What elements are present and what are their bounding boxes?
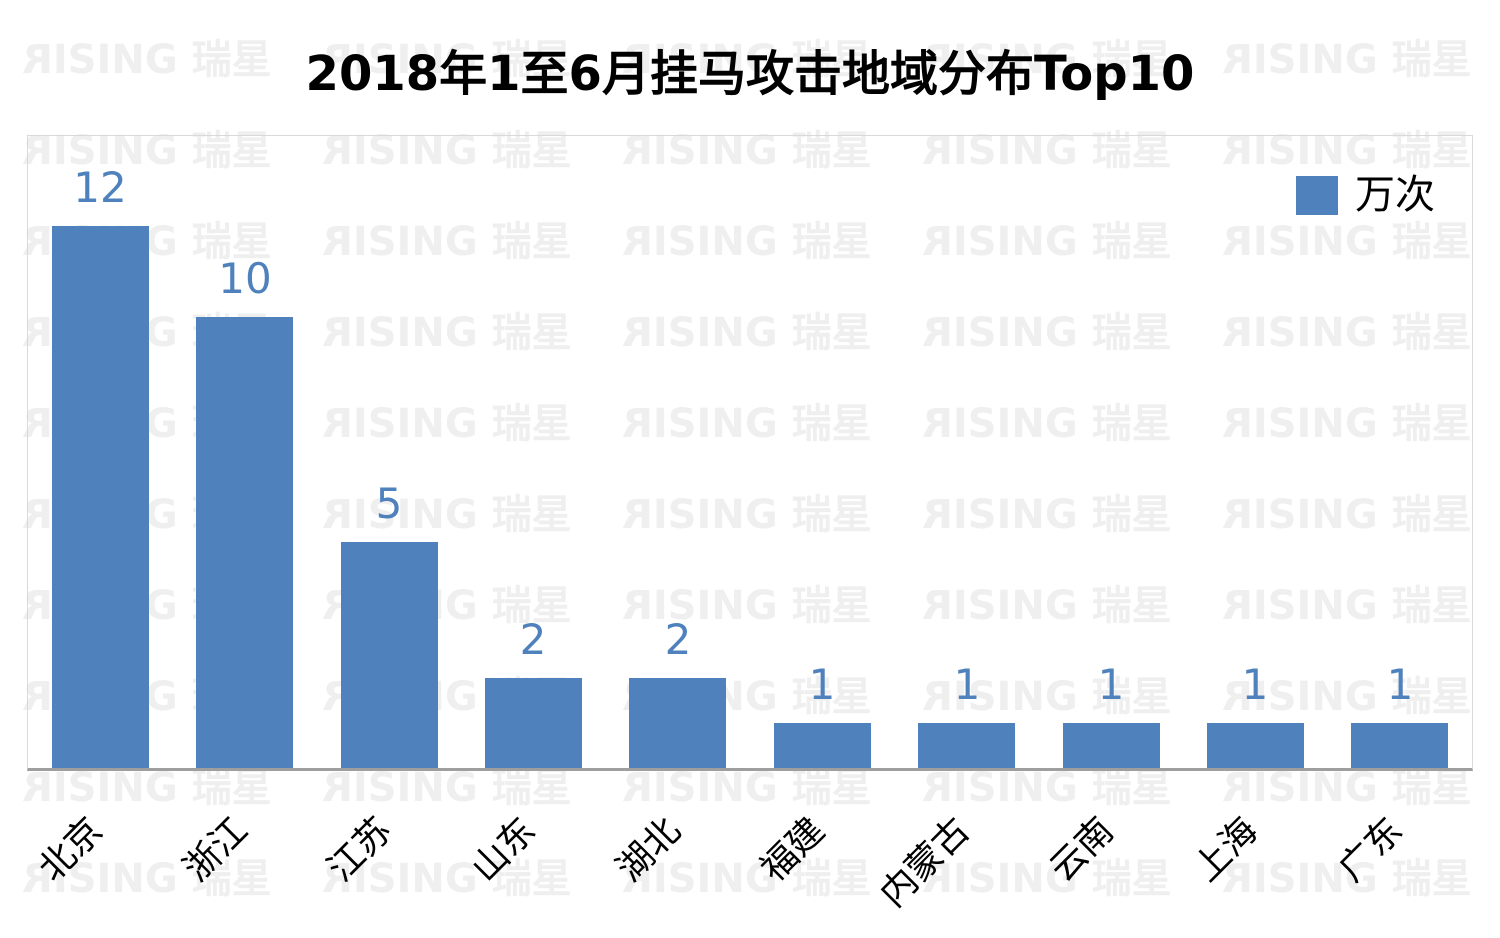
bar-1 — [52, 226, 149, 768]
chart-title: 2018年1至6月挂马攻击地域分布Top10 — [305, 46, 1195, 102]
bar-4 — [485, 678, 582, 768]
watermark-tile: RISING 瑞星 — [1222, 856, 1472, 902]
watermark-tile: RISING 瑞星 — [322, 765, 572, 811]
x-axis-label-6: 福建 — [752, 809, 833, 890]
x-axis-label-3: 江苏 — [319, 809, 400, 890]
bar-value-label-3: 5 — [375, 478, 403, 528]
bar-5 — [629, 678, 726, 768]
bar-value-label-5: 2 — [664, 614, 692, 664]
bar-2 — [196, 317, 293, 768]
watermark-tile: RISING 瑞星 — [622, 856, 872, 902]
x-axis-label-2: 浙江 — [175, 809, 256, 890]
plot-area: 12 10 5 2 2 1 1 1 1 1 — [27, 135, 1473, 771]
bar-value-label-4: 2 — [519, 614, 547, 664]
watermark-tile: RISING 瑞星 — [22, 856, 272, 902]
bar-8 — [1063, 723, 1160, 768]
bar-6 — [774, 723, 871, 768]
x-axis-label-8: 云南 — [1041, 809, 1122, 890]
watermark-tile: RISING 瑞星 — [322, 856, 572, 902]
bar-value-label-10: 1 — [1386, 659, 1414, 709]
watermark-tile: RISING 瑞星 — [922, 856, 1172, 902]
watermark-tile: RISING 瑞星 — [622, 765, 872, 811]
watermark-tile: RISING 瑞星 — [922, 765, 1172, 811]
legend: 万次 — [1296, 175, 1435, 215]
watermark-tile: RISING 瑞星 — [22, 765, 272, 811]
bar-value-label-7: 1 — [953, 659, 981, 709]
bar-10 — [1351, 723, 1448, 768]
x-axis-label-7: 内蒙古 — [872, 809, 978, 916]
bar-value-label-8: 1 — [1097, 659, 1125, 709]
bar-value-label-9: 1 — [1241, 659, 1269, 709]
bar-value-label-2: 10 — [218, 253, 272, 303]
bar-value-label-6: 1 — [808, 659, 836, 709]
x-axis-label-1: 北京 — [30, 809, 111, 890]
x-axis-label-5: 湖北 — [608, 809, 689, 890]
x-axis-label-10: 广东 — [1330, 809, 1411, 890]
watermark-tile: RISING 瑞星 — [1222, 765, 1472, 811]
bars-layer: 12 10 5 2 2 1 1 1 1 1 — [28, 136, 1472, 768]
x-axis-label-4: 山东 — [463, 809, 544, 890]
bar-7 — [918, 723, 1015, 768]
legend-swatch — [1296, 175, 1338, 215]
bar-value-label-1: 12 — [73, 162, 127, 212]
x-axis-label-9: 上海 — [1185, 809, 1266, 890]
bar-3 — [341, 542, 438, 768]
bar-9 — [1207, 723, 1304, 768]
legend-label: 万次 — [1355, 172, 1435, 218]
